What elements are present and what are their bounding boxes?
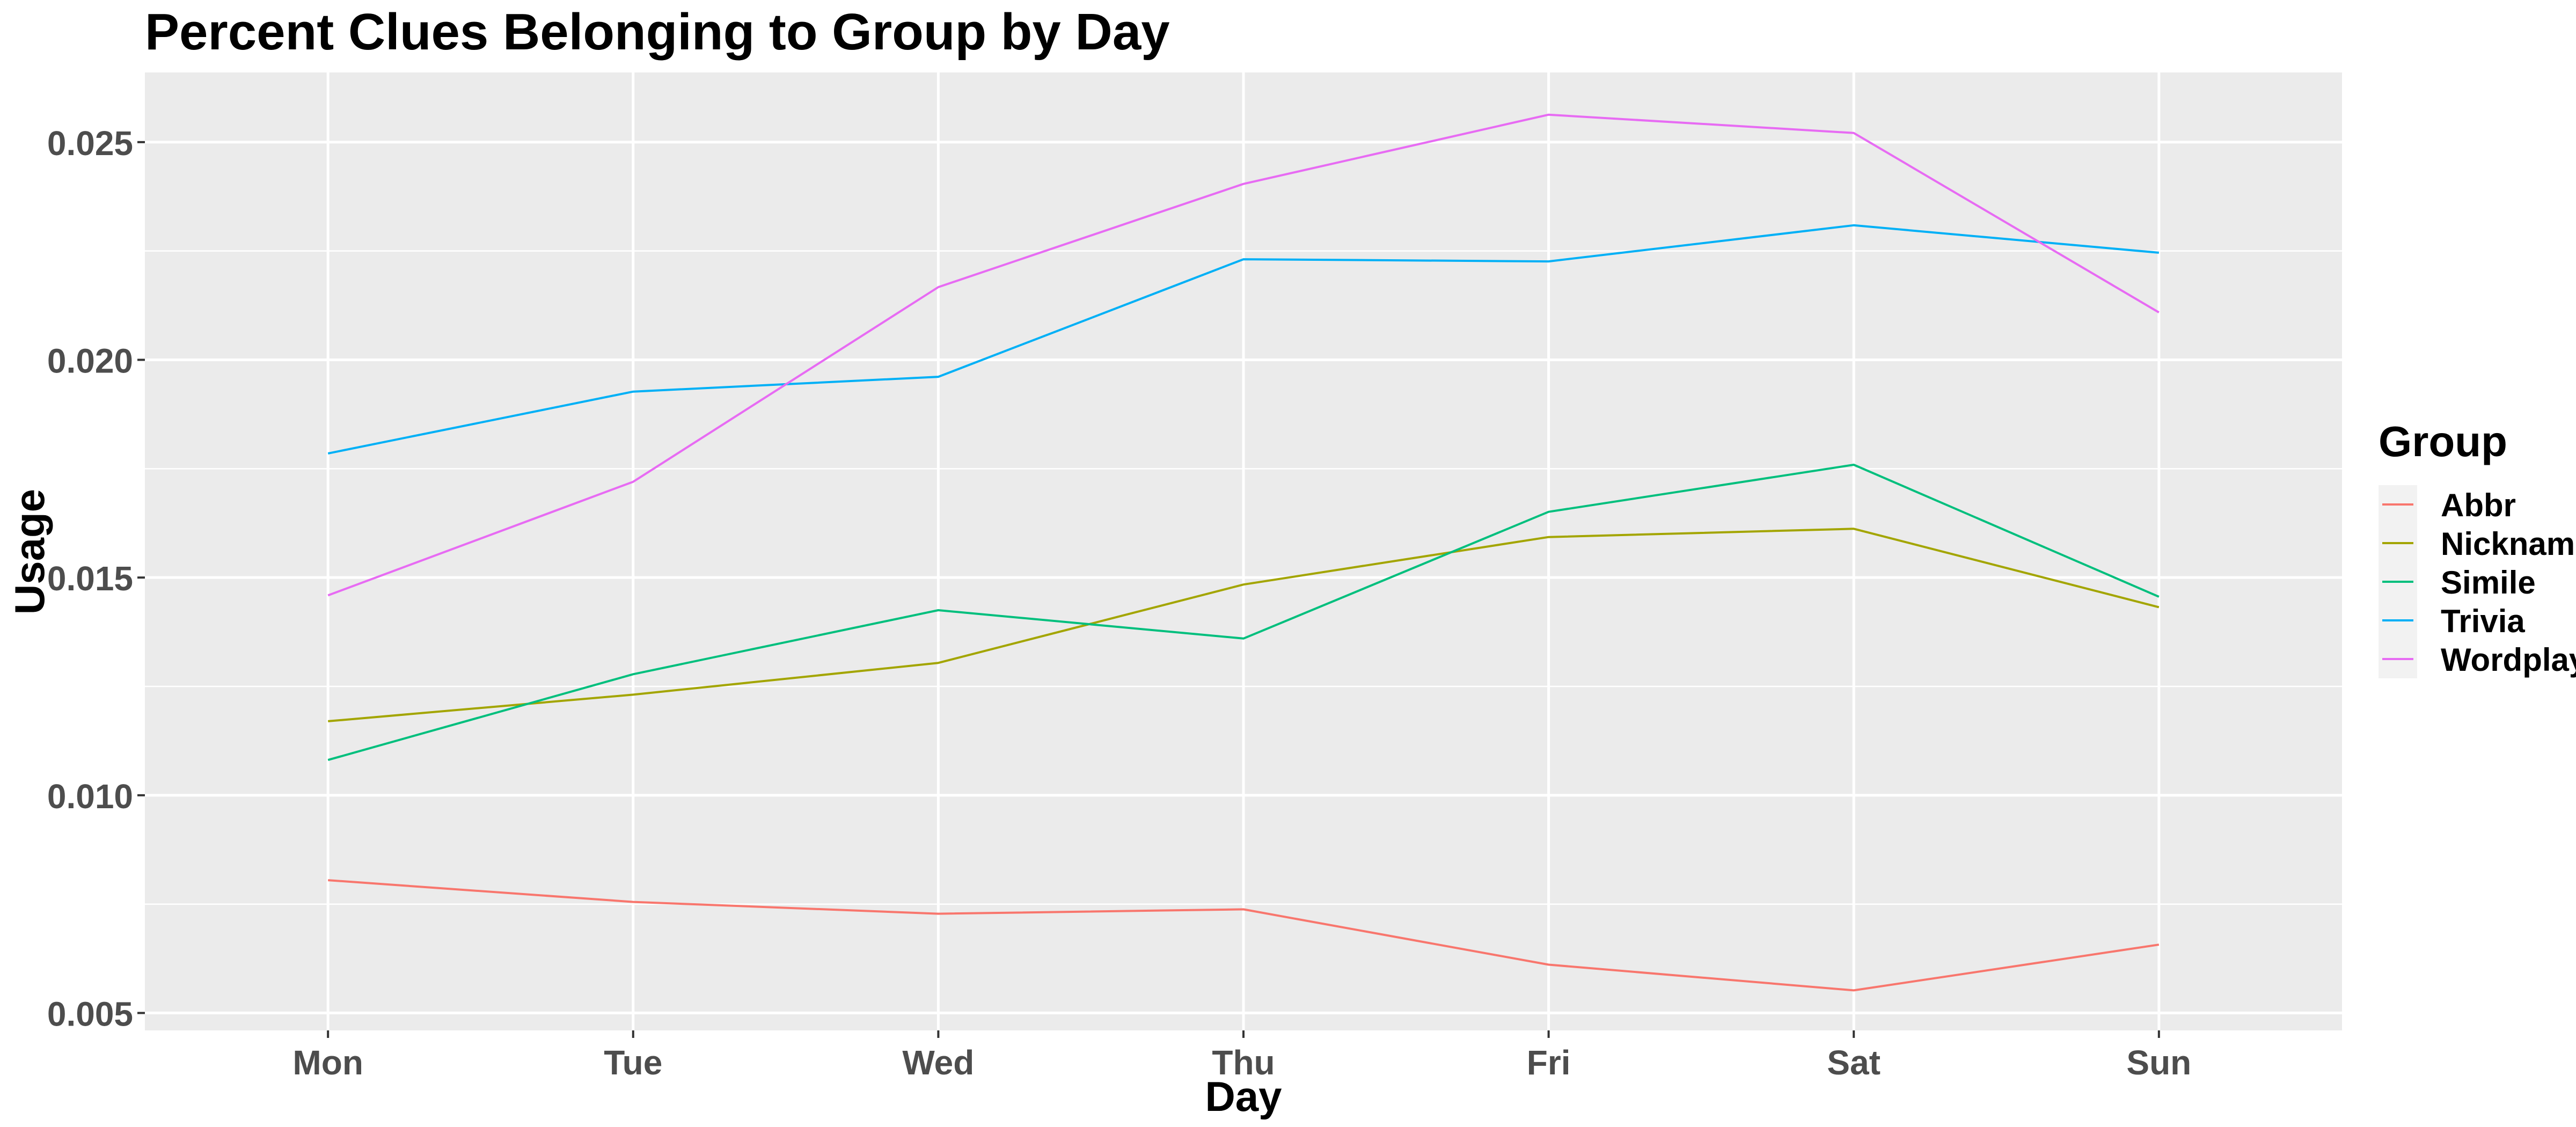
y-axis: 0.005 0.010 0.015 0.020 0.025 [47, 124, 145, 1034]
legend-items: AbbrNicknameSimileTriviaWordplay [2379, 485, 2576, 678]
y-tick-label: 0.020 [47, 342, 133, 380]
y-tick-label: 0.025 [47, 124, 133, 163]
x-tick-label: Wed [902, 1043, 974, 1082]
chart-title: Percent Clues Belonging to Group by Day [145, 3, 1170, 61]
legend: Group AbbrNicknameSimileTriviaWordplay [2379, 418, 2576, 678]
x-axis-title: Day [1205, 1073, 1282, 1120]
legend-title: Group [2379, 418, 2507, 465]
legend-label: Wordplay [2441, 642, 2576, 678]
x-tick-label: Sun [2126, 1043, 2191, 1082]
x-axis: Mon Tue Wed Thu Fri Sat Sun [292, 1030, 2191, 1082]
y-tick-label: 0.005 [47, 995, 133, 1034]
series-line-abbr [328, 879, 2160, 992]
x-tick-label: Thu [1212, 1043, 1275, 1082]
legend-label: Abbr [2441, 487, 2516, 523]
legend-label: Nickname [2441, 526, 2576, 562]
series-lines [327, 113, 2160, 992]
series-line-nickname [328, 528, 2160, 722]
y-axis-title: Usage [6, 489, 53, 614]
legend-label: Simile [2441, 565, 2536, 601]
series-line-trivia [327, 224, 2159, 455]
x-tick-label: Mon [292, 1043, 363, 1082]
x-tick-label: Tue [604, 1043, 662, 1082]
major-gridlines [145, 72, 2342, 1030]
x-tick-label: Fri [1527, 1043, 1571, 1082]
y-tick-label: 0.015 [47, 559, 133, 598]
y-tick-label: 0.010 [47, 777, 133, 816]
series-line-simile [327, 464, 2160, 762]
legend-label: Trivia [2441, 603, 2525, 639]
x-tick-label: Sat [1827, 1043, 1880, 1082]
series-line-wordplay [327, 113, 2160, 597]
